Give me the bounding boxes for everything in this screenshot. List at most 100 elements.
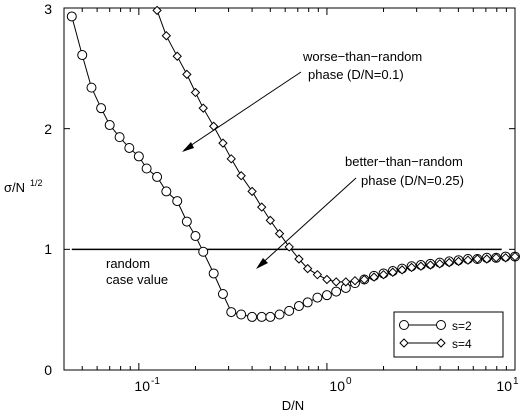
point-s=2-15 xyxy=(208,268,219,279)
y-tick-label-3: 3 xyxy=(44,1,52,17)
point-s=4-9 xyxy=(236,171,246,181)
point-s=4-18 xyxy=(322,274,332,285)
point-s=4-7 xyxy=(218,138,228,148)
point-s=4-1 xyxy=(161,31,172,41)
point-s=4-31 xyxy=(444,257,454,268)
annotation-worse-line-2: phase (D/N=0.1) xyxy=(308,67,404,82)
point-s=2-23 xyxy=(284,305,295,316)
point-s=2-22 xyxy=(274,309,285,320)
legend-marker-s4-b xyxy=(436,338,446,348)
point-s=4-21 xyxy=(350,275,360,286)
point-s=4-5 xyxy=(198,103,208,113)
x-tick-label-3: 10 xyxy=(496,378,512,394)
point-s=2-3 xyxy=(96,103,107,114)
point-s=4-15 xyxy=(294,254,304,264)
point-s=2-1 xyxy=(77,50,88,61)
point-s=4-34 xyxy=(472,254,483,264)
x-tick-label-1: 10 xyxy=(134,378,150,394)
point-s=2-12 xyxy=(181,216,192,227)
point-s=2-2 xyxy=(86,82,97,93)
y-axis-label-exponent: 1/2 xyxy=(30,178,43,188)
point-s=2-26 xyxy=(312,292,323,303)
point-s=4-30 xyxy=(435,259,445,269)
point-s=2-8 xyxy=(141,163,152,174)
point-s=4-36 xyxy=(491,253,501,263)
annotation-worse-arrow xyxy=(183,71,302,151)
point-s=4-29 xyxy=(425,260,436,270)
point-s=2-18 xyxy=(236,309,247,320)
point-s=4-10 xyxy=(247,186,257,197)
annotation-better-line-2: phase (D/N=0.25) xyxy=(361,173,464,188)
point-s=2-0 xyxy=(66,11,77,22)
point-s=4-11 xyxy=(256,202,267,212)
legend-label-s4: s=4 xyxy=(452,337,472,351)
point-s=4-6 xyxy=(208,121,219,131)
annotation-better-arrowhead xyxy=(256,258,268,269)
point-s=2-19 xyxy=(247,311,258,322)
point-s=4-26 xyxy=(397,265,407,275)
random-label-line-2: case value xyxy=(106,272,168,287)
point-s=4-23 xyxy=(369,272,379,282)
x-tick-exp-2: 0 xyxy=(346,376,352,387)
annotation-better-line-1: better−than−random xyxy=(345,154,463,169)
point-s=4-14 xyxy=(284,242,294,252)
annotation-better-arrow xyxy=(257,177,357,268)
point-s=4-2 xyxy=(172,51,182,61)
point-s=2-4 xyxy=(104,120,115,131)
random-label-line-1: random xyxy=(106,256,150,271)
point-s=2-7 xyxy=(133,151,144,162)
point-s=4-38 xyxy=(510,251,520,262)
y-axis-ticks xyxy=(64,7,515,371)
legend-box xyxy=(393,311,504,358)
point-s=2-21 xyxy=(265,311,276,322)
x-tick-label-2: 10 xyxy=(329,378,345,394)
legend: s=2 s=4 xyxy=(393,311,504,358)
point-s=2-14 xyxy=(198,246,209,257)
point-s=4-27 xyxy=(406,262,417,273)
legend-label-s2: s=2 xyxy=(452,319,472,333)
point-s=2-9 xyxy=(152,171,163,182)
point-s=2-25 xyxy=(302,297,313,308)
legend-marker-s2-a xyxy=(399,320,409,330)
point-s=4-20 xyxy=(341,277,351,287)
point-s=4-13 xyxy=(274,228,285,239)
point-s=4-17 xyxy=(312,269,323,280)
point-s=4-33 xyxy=(463,255,473,265)
point-s=4-37 xyxy=(500,253,511,263)
legend-marker-s4-a xyxy=(399,338,409,348)
x-axis-label: D/N xyxy=(282,398,304,412)
point-s=2-20 xyxy=(256,311,267,322)
y-tick-label-1: 1 xyxy=(44,241,52,257)
y-tick-label-0: 0 xyxy=(44,362,52,378)
y-axis-label: σ/N xyxy=(4,180,25,195)
point-s=2-28 xyxy=(331,286,342,297)
point-s=4-4 xyxy=(190,87,201,98)
x-axis-ticks xyxy=(63,8,516,370)
x-tick-exp-3: 1 xyxy=(513,376,519,387)
point-s=4-16 xyxy=(302,263,313,274)
point-s=2-5 xyxy=(114,132,125,143)
point-s=4-22 xyxy=(359,274,369,285)
point-s=2-10 xyxy=(161,186,172,197)
point-s=2-24 xyxy=(293,301,304,312)
x-tick-exp-1: -1 xyxy=(151,376,160,387)
point-s=4-19 xyxy=(331,277,341,287)
point-s=2-13 xyxy=(190,231,201,242)
y-tick-label-2: 2 xyxy=(44,121,52,137)
point-s=4-0 xyxy=(152,5,162,16)
point-s=2-27 xyxy=(321,290,332,301)
point-s=4-25 xyxy=(388,267,398,277)
point-s=2-16 xyxy=(217,288,228,299)
annotation-worse-arrowhead xyxy=(182,142,194,152)
annotation-worse-line-1: worse−than−random xyxy=(302,49,422,64)
plot-frame xyxy=(63,7,516,371)
point-s=4-24 xyxy=(378,269,389,280)
legend-marker-s2-b xyxy=(436,320,446,330)
point-s=4-32 xyxy=(453,256,464,267)
point-s=2-6 xyxy=(124,142,135,153)
point-s=4-3 xyxy=(182,69,192,80)
series-markers xyxy=(66,5,520,322)
point-s=4-12 xyxy=(265,215,276,226)
point-s=2-11 xyxy=(172,196,183,207)
